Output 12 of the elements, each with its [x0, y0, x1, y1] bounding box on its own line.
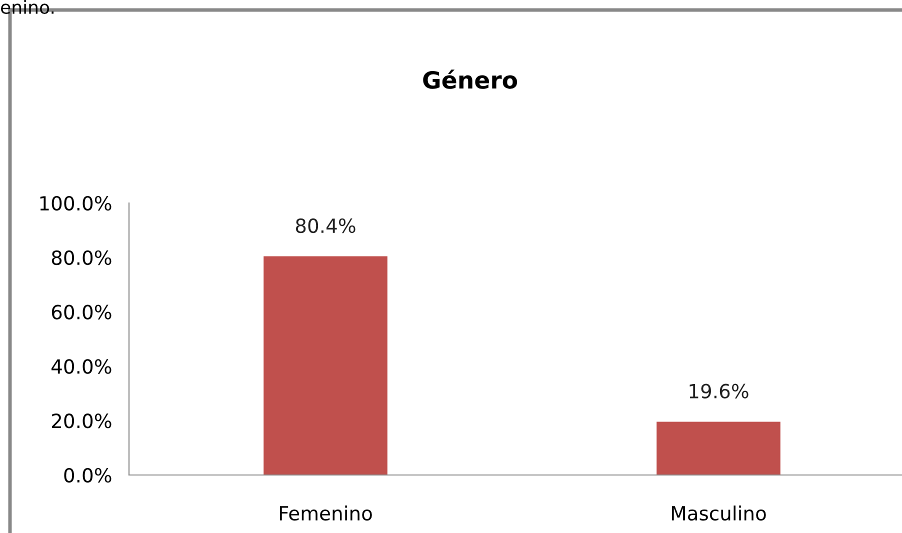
y-tick-label: 20.0%	[52, 414, 112, 428]
x-tick-label: Femenino	[280, 506, 372, 521]
data-label: 80.4%	[296, 218, 356, 234]
y-tick-label: 60.0%	[52, 304, 112, 320]
x-tick-label: Masculino	[672, 506, 766, 521]
y-tick-label: 100.0%	[40, 196, 112, 211]
y-tick-label: 80.0%	[52, 250, 112, 266]
data-label: 19.6%	[690, 384, 748, 398]
chart-title: Género	[423, 70, 518, 89]
y-tick-label: 40.0%	[52, 359, 112, 374]
y-tick-label: 0.0%	[64, 468, 112, 483]
text: enino.	[0, 0, 54, 14]
